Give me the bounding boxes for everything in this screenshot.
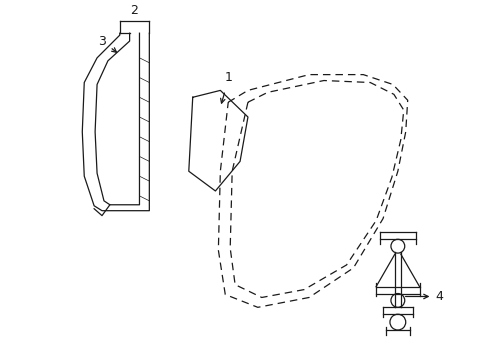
Text: 3: 3 xyxy=(98,35,106,48)
Text: 1: 1 xyxy=(224,72,232,85)
Text: 2: 2 xyxy=(130,4,138,17)
Text: 4: 4 xyxy=(434,290,442,303)
